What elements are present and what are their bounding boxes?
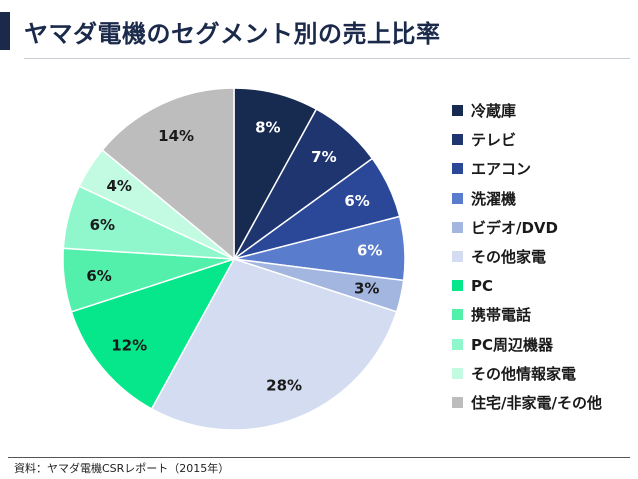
legend-label: 携帯電話 bbox=[471, 306, 532, 325]
legend-item-その他情報家電: その他情報家電 bbox=[452, 359, 602, 388]
legend-swatch bbox=[452, 367, 463, 379]
legend-item-冷蔵庫: 冷蔵庫 bbox=[452, 96, 602, 125]
slice-data-label-3: 6% bbox=[357, 242, 382, 260]
legend-item-住宅-非家電-その他: 住宅/非家電/その他 bbox=[452, 388, 602, 417]
title-divider bbox=[24, 58, 630, 59]
slice-data-label-6: 12% bbox=[111, 337, 147, 355]
pie-slice-6 bbox=[70, 257, 236, 410]
legend-label: その他情報家電 bbox=[471, 364, 577, 383]
legend-label: ビデオ/DVD bbox=[471, 218, 558, 237]
legend-swatch bbox=[452, 134, 463, 146]
legend-swatch bbox=[452, 221, 463, 233]
slice-data-label-5: 28% bbox=[266, 376, 302, 394]
legend-swatch bbox=[452, 192, 463, 204]
legend-item-ビデオ-DVD: ビデオ/DVD bbox=[452, 213, 602, 242]
legend-item-エアコン: エアコン bbox=[452, 154, 602, 183]
slice-data-label-10: 14% bbox=[158, 127, 194, 145]
legend-swatch bbox=[452, 309, 463, 321]
pie-slice-5 bbox=[150, 258, 398, 431]
source-divider bbox=[8, 457, 630, 458]
slice-data-label-4: 3% bbox=[354, 280, 379, 298]
legend-swatch bbox=[452, 280, 463, 292]
legend-item-PC: PC bbox=[452, 271, 602, 300]
legend-label: 住宅/非家電/その他 bbox=[471, 393, 602, 412]
title-accent-bar bbox=[0, 12, 10, 50]
legend-swatch bbox=[452, 251, 463, 263]
slice-data-label-1: 7% bbox=[311, 148, 336, 166]
legend-item-携帯電話: 携帯電話 bbox=[452, 300, 602, 329]
slice-data-label-2: 6% bbox=[344, 192, 369, 210]
legend-item-テレビ: テレビ bbox=[452, 125, 602, 154]
page-title: ヤマダ電機のセグメント別の売上比率 bbox=[24, 20, 441, 48]
legend-swatch bbox=[452, 163, 463, 175]
legend-label: 洗濯機 bbox=[471, 189, 517, 208]
legend-label: 冷蔵庫 bbox=[471, 102, 517, 121]
legend-label: エアコン bbox=[471, 160, 532, 179]
pie-slice-10 bbox=[101, 87, 235, 261]
legend-item-PC周辺機器: PC周辺機器 bbox=[452, 330, 602, 359]
legend-item-洗濯機: 洗濯機 bbox=[452, 184, 602, 213]
legend-label: PC bbox=[471, 276, 494, 295]
legend-label: PC周辺機器 bbox=[471, 335, 554, 354]
chart-legend: 冷蔵庫テレビエアコン洗濯機ビデオ/DVD その他家電 PC 携帯電話 PC周辺機器その他… bbox=[452, 96, 602, 417]
slice-data-label-7: 6% bbox=[86, 267, 111, 285]
legend-swatch bbox=[452, 338, 463, 350]
source-note: 資料：ヤマダ電機CSRレポート（2015年） bbox=[14, 462, 230, 475]
slice-data-label-9: 4% bbox=[106, 177, 131, 195]
legend-swatch bbox=[452, 396, 463, 408]
slice-data-label-0: 8% bbox=[255, 118, 280, 136]
legend-label: その他家電 bbox=[471, 248, 547, 267]
slice-data-label-8: 6% bbox=[90, 216, 115, 234]
legend-label: テレビ bbox=[471, 131, 517, 150]
legend-item-その他家電: その他家電 bbox=[452, 242, 602, 271]
legend-swatch bbox=[452, 105, 463, 117]
